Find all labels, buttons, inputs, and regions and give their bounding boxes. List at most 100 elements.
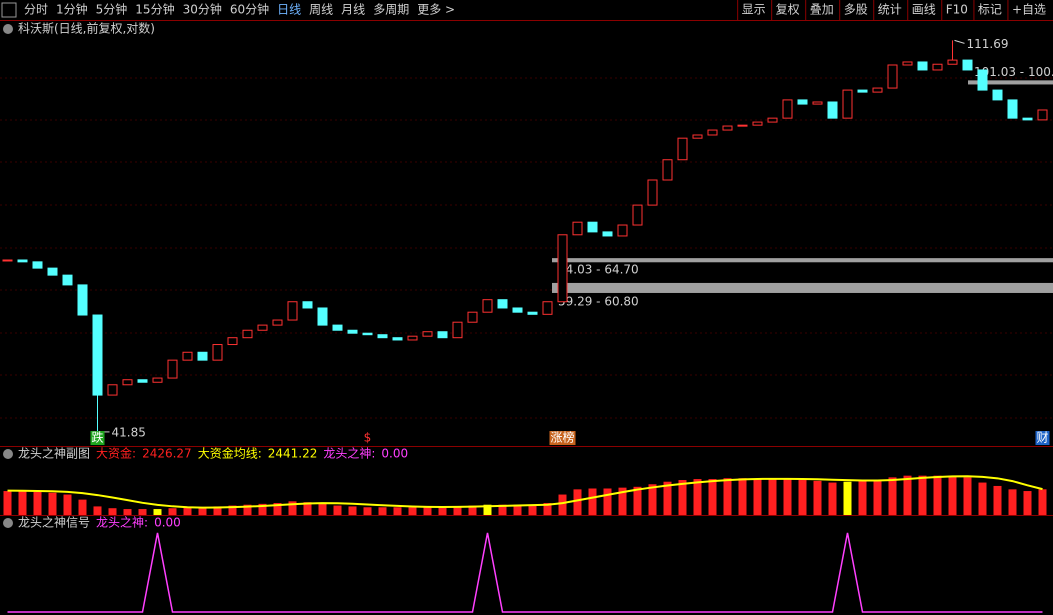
candle bbox=[152, 377, 163, 383]
pane-header-text: 2426.27 bbox=[142, 447, 192, 461]
candle bbox=[692, 134, 703, 139]
pane-header-text: 龙头之神信号 bbox=[18, 516, 90, 530]
collapse-icon[interactable] bbox=[3, 518, 13, 528]
candle bbox=[32, 261, 43, 269]
toolbar-button[interactable]: 标记 bbox=[978, 3, 1002, 17]
candle bbox=[842, 89, 853, 119]
toolbar-tab[interactable]: 30分钟 bbox=[183, 2, 222, 17]
bar bbox=[498, 504, 507, 515]
toolbar-button[interactable]: +自选 bbox=[1012, 3, 1046, 17]
bar bbox=[963, 477, 972, 515]
chart-title: 科沃斯(日线,前复权,对数) bbox=[18, 21, 155, 36]
event-marker-bg bbox=[1035, 431, 1050, 445]
bar bbox=[348, 506, 357, 515]
toolbar-tab[interactable]: 1分钟 bbox=[56, 2, 88, 17]
toolbar-button[interactable]: 画线 bbox=[912, 3, 936, 17]
event-marker[interactable]: 跌 bbox=[90, 430, 105, 446]
toolbar-tab[interactable]: 更多 > bbox=[417, 3, 455, 17]
collapse-icon[interactable] bbox=[3, 24, 13, 34]
candle bbox=[722, 125, 733, 131]
candle bbox=[977, 69, 988, 91]
candle bbox=[47, 267, 58, 276]
high-pointer bbox=[954, 39, 965, 44]
bar bbox=[228, 505, 237, 515]
toolbar-tab[interactable]: 多周期 bbox=[373, 3, 409, 17]
bar bbox=[573, 489, 582, 515]
candle bbox=[107, 384, 118, 396]
candle bbox=[527, 311, 538, 315]
price-band bbox=[552, 282, 1053, 293]
bar bbox=[48, 492, 57, 515]
toolbar-tab[interactable]: 月线 bbox=[341, 3, 365, 17]
bar bbox=[138, 509, 147, 515]
bar bbox=[243, 504, 252, 515]
bar bbox=[1023, 491, 1032, 515]
bar bbox=[198, 507, 207, 515]
candle bbox=[377, 334, 388, 339]
candle bbox=[287, 301, 298, 321]
toolbar-tab[interactable]: 5分钟 bbox=[96, 2, 128, 17]
toolbar-tab[interactable]: 15分钟 bbox=[135, 2, 174, 17]
bar bbox=[798, 480, 807, 515]
collapse-icon[interactable] bbox=[3, 449, 13, 459]
candle bbox=[857, 89, 868, 93]
bar bbox=[663, 481, 672, 515]
event-marker[interactable]: 涨榜 bbox=[549, 430, 576, 446]
candle bbox=[437, 331, 448, 339]
bar bbox=[33, 491, 42, 515]
toolbar-button[interactable] bbox=[1, 2, 17, 18]
candle bbox=[557, 234, 568, 303]
toolbar-button[interactable]: 复权 bbox=[776, 3, 800, 17]
candle bbox=[272, 319, 283, 326]
toolbar-tab[interactable]: 周线 bbox=[309, 3, 333, 17]
pane-header-text: 0.00 bbox=[381, 447, 408, 461]
bar bbox=[408, 507, 417, 515]
bar bbox=[213, 506, 222, 515]
toolbar-button[interactable]: 多股 bbox=[844, 3, 868, 17]
candle bbox=[1022, 117, 1033, 121]
toolbar-button[interactable]: 统计 bbox=[878, 3, 902, 17]
bar bbox=[1038, 489, 1047, 515]
candle bbox=[992, 89, 1003, 101]
toolbar-tab[interactable]: 60分钟 bbox=[230, 2, 269, 17]
event-marker[interactable]: 财 bbox=[1035, 431, 1050, 446]
candle bbox=[572, 221, 583, 236]
pane-header-text: 0.00 bbox=[154, 516, 181, 530]
event-marker[interactable]: $ bbox=[362, 431, 373, 446]
toolbar-button[interactable]: 叠加 bbox=[810, 3, 834, 17]
bar bbox=[933, 475, 942, 515]
candle bbox=[587, 221, 598, 233]
bar bbox=[813, 480, 822, 515]
bar bbox=[528, 504, 537, 515]
toolbar-tab[interactable]: 日线 bbox=[277, 3, 301, 17]
bar bbox=[738, 478, 747, 515]
bar bbox=[78, 499, 87, 515]
bar bbox=[708, 479, 717, 515]
bar bbox=[18, 491, 27, 515]
bar bbox=[693, 479, 702, 515]
candle bbox=[632, 204, 643, 226]
candle bbox=[347, 329, 358, 334]
bar bbox=[888, 477, 897, 515]
bar bbox=[123, 509, 132, 515]
pane-header-text: 2441.22 bbox=[268, 447, 318, 461]
event-marker-bg bbox=[90, 431, 105, 445]
bar bbox=[183, 507, 192, 515]
candle bbox=[242, 329, 253, 339]
bar bbox=[483, 504, 492, 515]
toolbar-button[interactable]: F10 bbox=[946, 3, 968, 17]
bar bbox=[318, 503, 327, 515]
price-band-label: 64.03 - 64.70 bbox=[558, 263, 639, 277]
bar bbox=[303, 502, 312, 515]
toolbar-button[interactable]: 显示 bbox=[742, 3, 766, 17]
event-marker-label: $ bbox=[364, 431, 372, 445]
candle bbox=[617, 224, 628, 237]
price-band bbox=[968, 80, 1053, 85]
event-marker-label: 财 bbox=[1036, 431, 1048, 445]
candle bbox=[362, 332, 373, 336]
bar bbox=[753, 479, 762, 515]
candle bbox=[302, 301, 313, 309]
toolbar-tab[interactable]: 分时 bbox=[24, 3, 48, 17]
candle bbox=[452, 321, 463, 339]
